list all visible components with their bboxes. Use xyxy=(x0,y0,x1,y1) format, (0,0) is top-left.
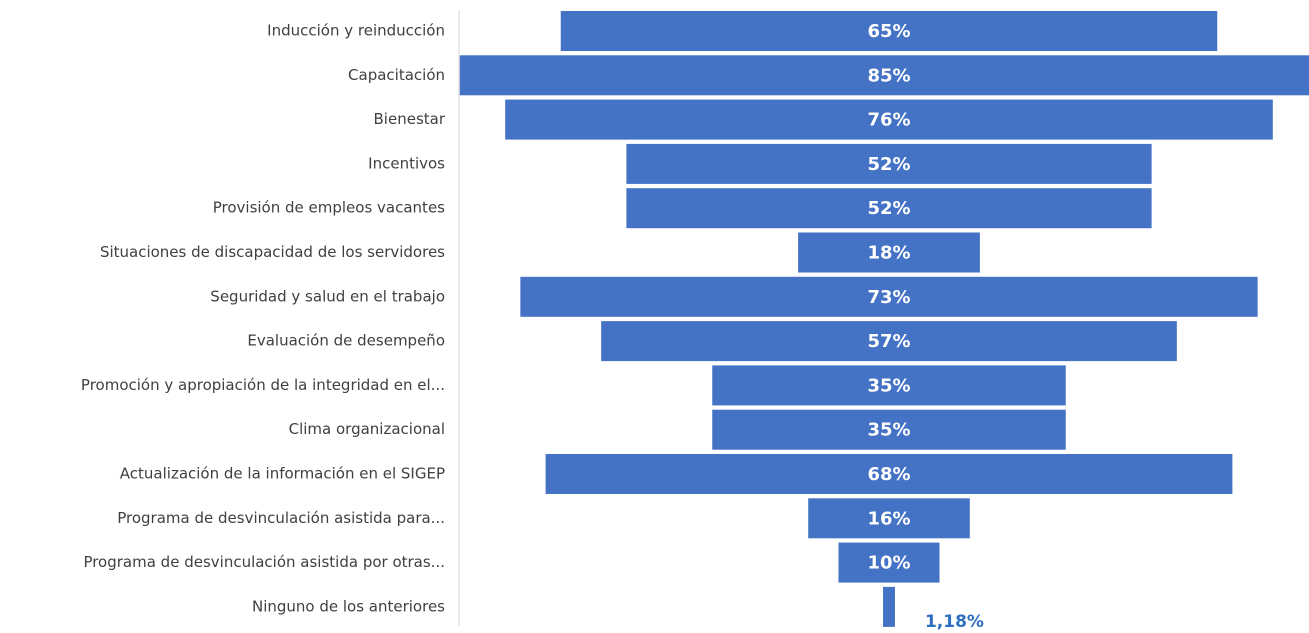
category-label: Programa de desvinculación asistida por … xyxy=(83,553,445,571)
value-label: 73% xyxy=(867,287,910,308)
value-label: 35% xyxy=(867,420,910,441)
category-label: Bienestar xyxy=(374,110,446,128)
value-label: 10% xyxy=(867,553,910,574)
category-label: Incentivos xyxy=(368,154,445,172)
funnel-bar xyxy=(505,99,1273,140)
category-label: Capacitación xyxy=(348,66,445,84)
category-label: Actualización de la información en el SI… xyxy=(120,465,445,483)
funnel-bar xyxy=(798,232,980,273)
category-label: Inducción y reinducción xyxy=(267,22,445,40)
value-label: 76% xyxy=(867,110,910,131)
value-label: 52% xyxy=(867,198,910,219)
funnel-bar xyxy=(712,365,1066,406)
funnel-bar xyxy=(601,321,1177,362)
value-label: 52% xyxy=(867,154,910,175)
value-label: 1,18% xyxy=(925,612,984,632)
funnel-bar xyxy=(560,11,1218,51)
value-label: 65% xyxy=(867,21,910,42)
value-label: 35% xyxy=(867,375,910,396)
funnel-bar xyxy=(545,454,1233,494)
category-label: Promoción y apropiación de la integridad… xyxy=(81,376,445,394)
category-label: Evaluación de desempeño xyxy=(247,332,445,350)
category-label: Seguridad y salud en el trabajo xyxy=(210,287,445,305)
category-label: Situaciones de discapacidad de los servi… xyxy=(100,243,445,261)
value-label: 68% xyxy=(867,464,910,485)
value-label: 16% xyxy=(867,508,910,529)
category-label: Ninguno de los anteriores xyxy=(252,597,445,615)
value-label: 85% xyxy=(867,65,910,86)
funnel-bar xyxy=(883,586,895,627)
category-label: Provisión de empleos vacantes xyxy=(213,199,445,217)
funnel-bar xyxy=(626,143,1152,184)
funnel-bar xyxy=(838,542,940,583)
value-label: 57% xyxy=(867,331,910,352)
funnel-bar xyxy=(808,498,970,539)
category-label: Clima organizacional xyxy=(289,420,445,438)
category-label: Programa de desvinculación asistida para… xyxy=(117,509,445,527)
funnel-bar xyxy=(712,409,1066,450)
value-label: 18% xyxy=(867,243,910,264)
funnel-bar xyxy=(626,188,1152,229)
funnel-bar xyxy=(459,55,1309,96)
funnel-bar xyxy=(520,276,1258,317)
